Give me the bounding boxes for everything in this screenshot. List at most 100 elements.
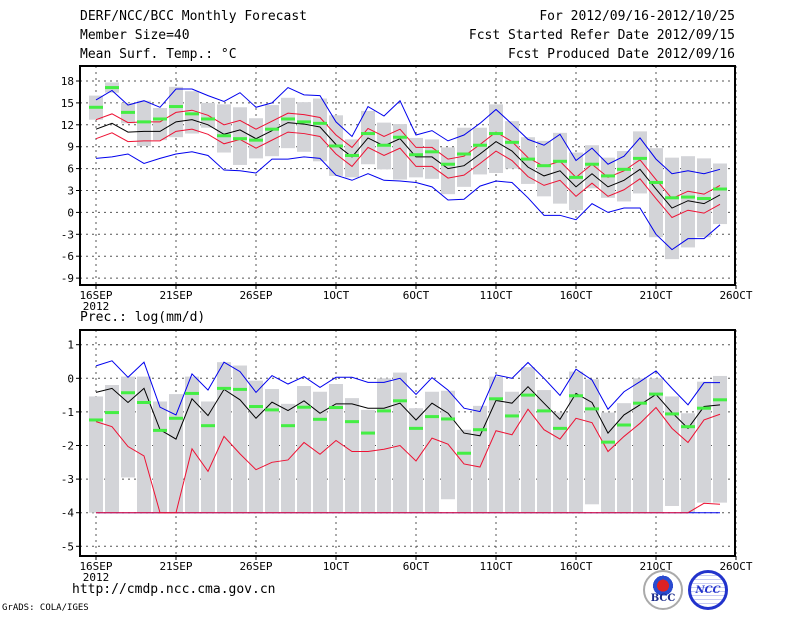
ensemble-min-line [95,151,721,251]
observed-marker [409,426,423,430]
plot-frame [79,65,736,286]
spread-bar [601,412,615,513]
observed-marker [89,418,103,422]
y-tick-label: 0 [67,372,74,385]
spread-bar [377,378,391,513]
lower-band-line [95,128,721,219]
observed-marker [105,411,119,415]
spread-bar [585,379,599,505]
spread-bar [361,409,375,513]
spread-bar [233,365,247,513]
observed-marker [121,391,135,395]
x-tick-label: 1OCT [323,560,350,573]
observed-marker [297,405,311,409]
spread-bar [313,98,327,162]
observed-marker [617,423,631,427]
ncc-logo: NCC [688,570,728,610]
x-year-label: 2012 [83,571,110,584]
observed-marker [393,135,407,139]
observed-marker [281,117,295,121]
bcc-logo: BCC [643,570,683,610]
ensemble-max-line [95,86,721,175]
forecast-period: For 2012/09/16-2012/10/25 [539,9,735,24]
spread-bar [393,124,407,180]
spread-bar [569,152,583,211]
observed-marker [633,401,647,405]
observed-marker [361,132,375,136]
spread-bar [617,403,631,513]
observed-marker [681,195,695,199]
observed-marker [441,162,455,166]
observed-marker [137,120,151,124]
spread-bar [697,381,711,503]
x-tick-label: 21OCT [639,560,672,573]
spread-bar [425,391,439,513]
observed-marker [649,180,663,184]
spread-bar [329,384,343,513]
observed-marker [313,417,327,421]
spread-bar [585,145,599,189]
x-tick-label: 6OCT [403,560,430,573]
spread-bar [633,131,647,194]
observed-marker [697,197,711,201]
x-tick-label: 16OCT [559,289,592,302]
spread-bar [633,378,647,513]
y-tick-label: 15 [61,97,74,110]
observed-marker [313,121,327,125]
spread-bar [473,127,487,175]
observed-marker [553,159,567,163]
spread-bar [217,104,231,153]
x-tick-label: 16SEP [79,289,112,302]
observed-marker [537,164,551,168]
observed-marker [185,391,199,395]
x-tick-label: 16SEP [79,560,112,573]
source-url[interactable]: http://cmdp.ncc.cma.gov.cn [72,582,276,597]
observed-marker [345,420,359,424]
observed-marker [553,426,567,430]
observed-marker [217,386,231,390]
observed-marker [153,117,167,121]
spread-bar [297,386,311,513]
spread-bar [457,429,471,513]
spread-bar [297,102,311,152]
observed-marker [521,157,535,161]
upper-band-line [95,109,721,200]
spread-bar [441,147,455,195]
spread-bar [537,140,551,197]
spread-bar [489,104,503,173]
observed-marker [105,86,119,90]
spread-bar [233,107,247,165]
y-tick-label: 12 [61,119,74,132]
observed-marker [377,143,391,147]
spread-bar [425,139,439,179]
y-tick-label: -2 [61,440,74,453]
observed-marker [89,105,103,109]
spread-bar [617,151,631,202]
spread-bar [505,391,519,513]
spread-bar [313,391,327,513]
y-tick-label: 3 [67,185,74,198]
spread-bar [489,376,503,513]
observed-marker [601,174,615,178]
y-tick-label: -9 [61,272,74,285]
observed-marker [697,406,711,410]
observed-marker [489,397,503,401]
x-tick-label: 11OCT [479,289,512,302]
observed-marker [457,152,471,156]
observed-marker [233,137,247,141]
observed-marker [425,415,439,419]
x-tick-label: 26SEP [239,560,272,573]
chart-title: DERF/NCC/BCC Monthly Forecast [80,9,307,24]
y-tick-label: -3 [61,473,74,486]
observed-marker [201,117,215,121]
observed-marker [345,153,359,157]
observed-marker [265,408,279,412]
spread-bar [201,401,215,513]
spread-bar [713,375,727,503]
observed-marker [569,175,583,179]
observed-marker [521,393,535,397]
observed-marker [249,138,263,142]
x-tick-label: 21SEP [159,560,192,573]
observed-marker [249,405,263,409]
y-tick-label: -4 [61,507,75,520]
